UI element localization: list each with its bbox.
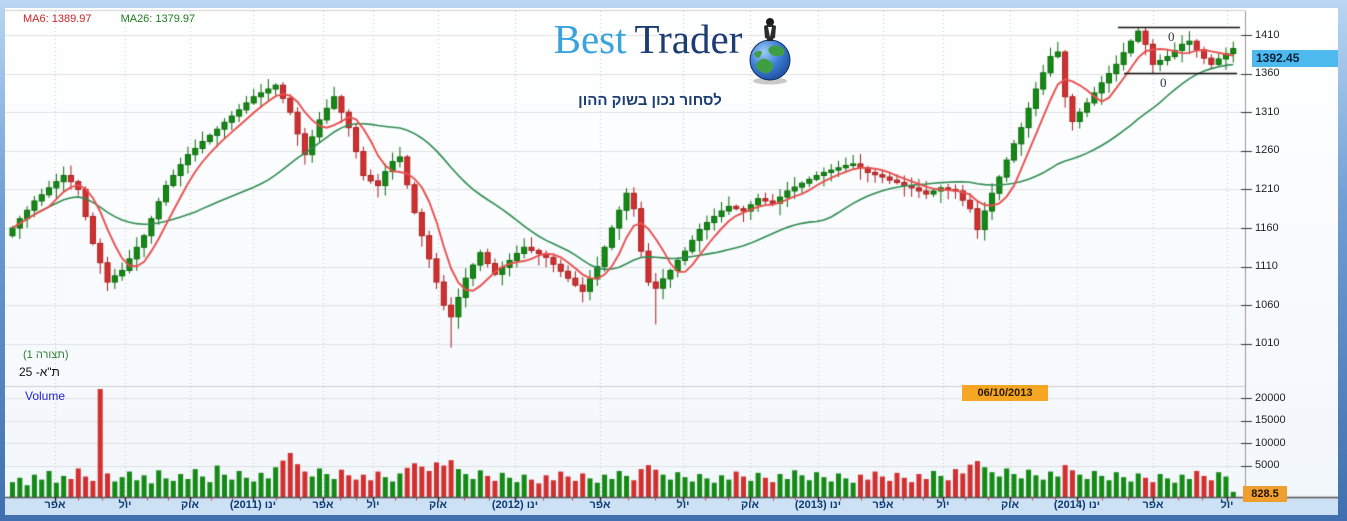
time-axis-label: ינו (2014) — [1053, 499, 1101, 511]
time-axis-label: אוק — [740, 499, 760, 511]
annotation-zero-label: 0 — [1168, 28, 1175, 44]
ma26-legend-label: MA26: 1379.97 — [120, 13, 196, 25]
brand-tagline: לסחור נכון בשוק ההון — [578, 92, 722, 109]
volume-pane-label: Volume — [25, 389, 66, 403]
brand-name-trader: Trader — [634, 16, 743, 62]
date-badge[interactable]: 06/10/2013 — [962, 385, 1048, 401]
price-axis-tick-label: 1110 — [1255, 260, 1278, 273]
price-axis-tick-label: 1260 — [1255, 144, 1280, 157]
volume-axis-tick-label: 5000 — [1255, 459, 1280, 471]
chart-config-label: (תצורה 1) — [23, 349, 69, 361]
time-axis-label: אוק — [1000, 499, 1020, 511]
price-axis-tick-label: 1410 — [1255, 28, 1280, 41]
time-axis-label: ינו (2012) — [491, 499, 539, 511]
price-axis-tick-label: 1060 — [1255, 298, 1280, 311]
time-axis-label: אוק — [180, 499, 200, 511]
price-axis-tick-label: 1310 — [1255, 105, 1280, 118]
globe-icon — [746, 12, 794, 91]
time-axis-label: ינו (2013) — [794, 499, 842, 511]
time-axis-label: אפר — [44, 499, 66, 511]
time-axis-label: יול — [676, 499, 690, 511]
time-axis-label: יול — [936, 499, 950, 511]
chart-canvas[interactable] — [5, 8, 1338, 515]
brand-name: Best Trader — [553, 16, 743, 62]
annotation-zero-label: 0 — [1160, 74, 1167, 90]
volume-axis-tick-label: 10000 — [1255, 436, 1286, 449]
time-axis-label: יול — [118, 499, 132, 511]
time-axis-label: אפר — [312, 499, 334, 511]
ma6-legend-label: MA6: 1389.97 — [23, 13, 92, 25]
time-axis-label: ינו (2011) — [229, 499, 277, 511]
time-axis-label: אפר — [589, 499, 611, 511]
price-axis-tick-label: 1210 — [1255, 182, 1280, 195]
ma-legend: MA6: 1389.97 MA26: 1379.97 — [23, 13, 195, 25]
last-volume-badge[interactable]: 828.5 — [1243, 486, 1287, 502]
time-axis-label: אפר — [872, 499, 894, 511]
price-axis-tick-label: 1010 — [1255, 337, 1280, 350]
brand-name-best: Best — [553, 16, 627, 62]
time-axis-label: יול — [366, 499, 380, 511]
time-axis-label: יול — [1220, 499, 1234, 511]
time-axis-label: אפר — [1142, 499, 1164, 511]
price-axis-tick-label: 1160 — [1255, 221, 1279, 234]
volume-axis-tick-label: 20000 — [1255, 391, 1286, 404]
time-axis-label: אוק — [428, 499, 448, 511]
volume-axis-tick-label: 15000 — [1255, 414, 1286, 426]
price-axis-tick-label: 1360 — [1255, 67, 1280, 80]
chart-panel: MA6: 1389.97 MA26: 1379.97 Best Trader — [5, 8, 1338, 515]
last-price-badge[interactable]: 1392.45 — [1252, 50, 1338, 67]
instrument-name: ת"א- 25 — [19, 365, 60, 379]
brand-logo: Best Trader — [538, 16, 810, 109]
